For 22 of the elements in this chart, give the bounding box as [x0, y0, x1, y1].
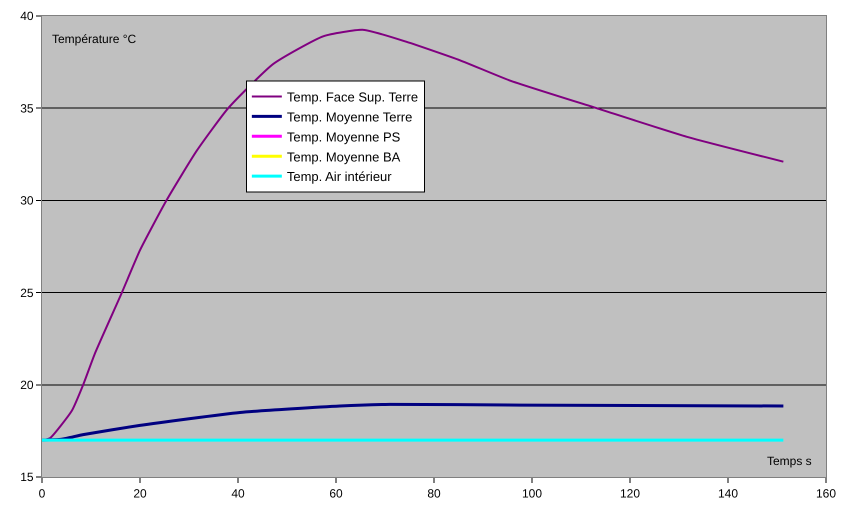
x-tick-label: 20 — [133, 486, 147, 500]
y-tick-label: 30 — [20, 194, 34, 208]
legend-label: Temp. Air intérieur — [286, 169, 392, 184]
legend-label: Temp. Moyenne PS — [286, 129, 401, 144]
x-tick-label: 120 — [620, 486, 640, 500]
y-tick-label: 35 — [20, 101, 34, 116]
x-tick-label: 100 — [522, 486, 542, 500]
x-tick-label: 160 — [816, 486, 836, 500]
x-tick-label: 40 — [231, 486, 245, 500]
x-tick-label: 60 — [329, 486, 343, 500]
legend-label: Temp. Moyenne BA — [286, 149, 401, 164]
legend-label: Temp. Face Sup. Terre — [286, 90, 418, 105]
y-tick-label: 15 — [20, 470, 34, 484]
x-axis-title: Temps s — [767, 454, 812, 468]
y-tick-label: 40 — [20, 9, 34, 24]
legend-label: Temp. Moyenne Terre — [286, 109, 412, 124]
y-tick-label: 20 — [20, 378, 34, 392]
x-tick-label: 0 — [38, 486, 46, 500]
x-tick-label: 80 — [427, 486, 441, 500]
y-tick-label: 25 — [20, 286, 34, 300]
y-axis-title: Température °C — [52, 32, 136, 46]
x-tick-label: 140 — [718, 486, 738, 500]
